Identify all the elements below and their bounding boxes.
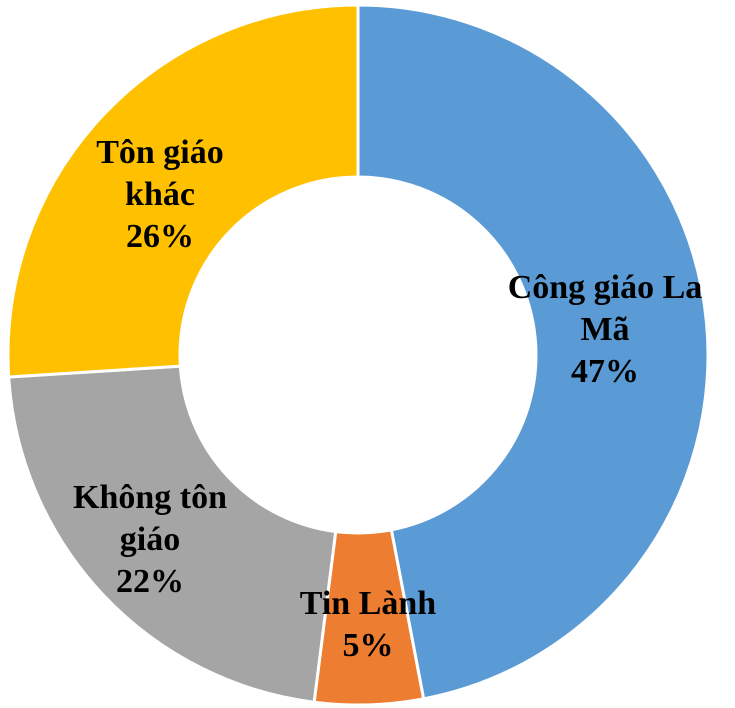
donut-slice [356, 3, 710, 701]
slice-label: Công giáo La Mã 47% [498, 267, 713, 393]
category-label: Công giáo La Mã [507, 269, 703, 348]
donut-slice [7, 364, 338, 704]
category-label: Không tôn giáo [73, 479, 227, 558]
value-label: 26% [126, 218, 194, 255]
value-label: 5% [342, 627, 394, 664]
slice-label: Tin Lành 5% [268, 583, 468, 667]
slice-label: Tôn giáo khác 26% [85, 132, 235, 258]
donut-slice [6, 3, 360, 379]
slice-label: Không tôn giáo 22% [55, 477, 245, 603]
value-label: 22% [116, 563, 184, 600]
category-label: Tôn giáo khác [96, 134, 224, 213]
value-label: 47% [571, 353, 639, 390]
category-label: Tin Lành [299, 585, 437, 622]
